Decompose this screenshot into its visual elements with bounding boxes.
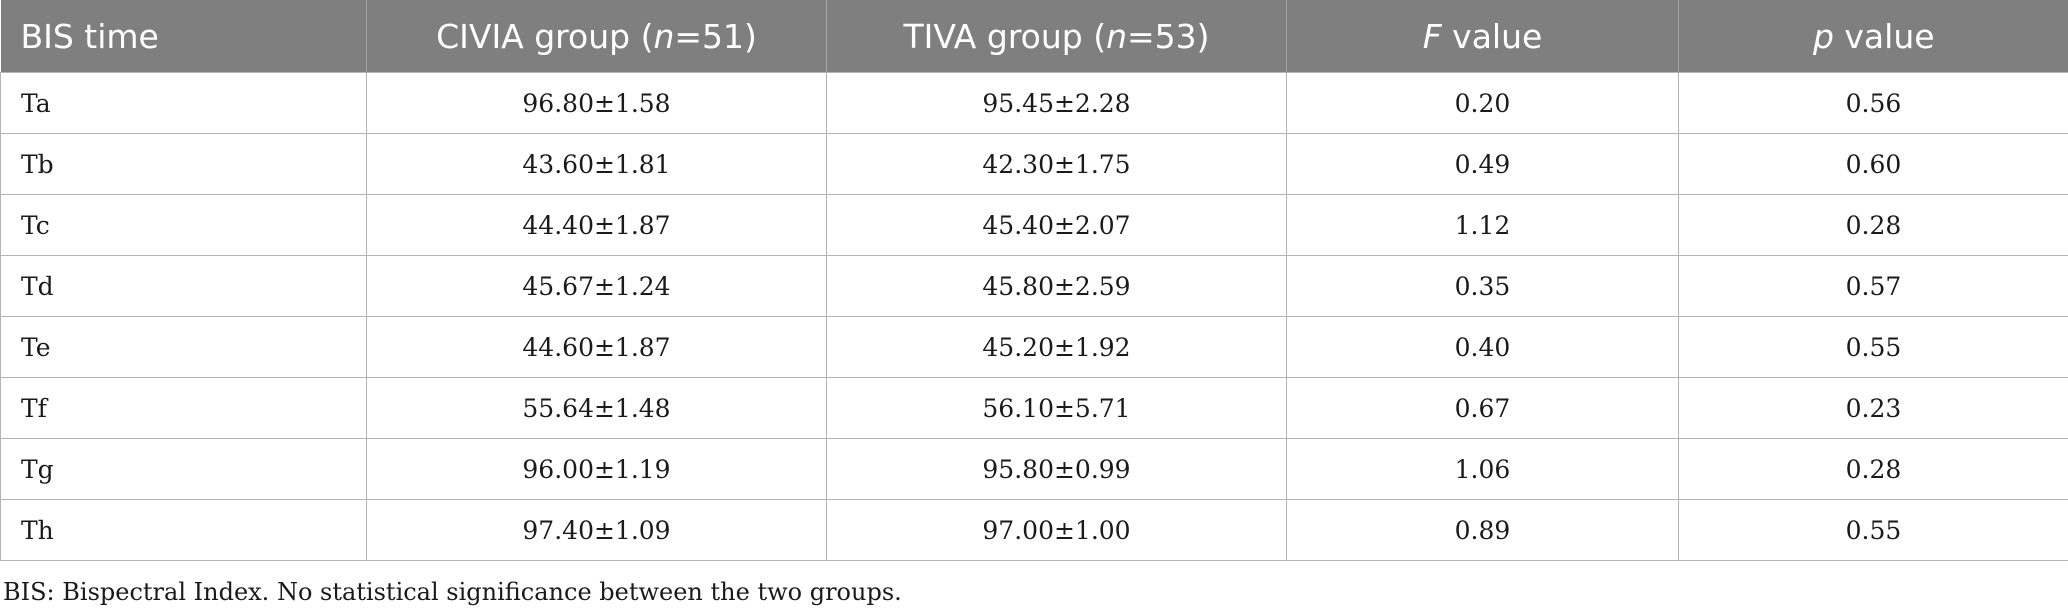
cell-bis-time: Tg: [0, 438, 367, 500]
header-p-value: p value: [1678, 0, 2068, 73]
table-footnote: BIS: Bispectral Index. No statistical si…: [3, 578, 902, 606]
cell-f-value: 0.67: [1286, 377, 1679, 439]
data-table-container: BIS time CIVIA group (n=51) TIVA group (…: [0, 0, 2068, 561]
header-row: BIS time CIVIA group (n=51) TIVA group (…: [0, 0, 2068, 73]
cell-bis-time: Td: [0, 255, 367, 317]
cell-p-value: 0.60: [1678, 133, 2068, 195]
cell-tiva: 42.30±1.75: [826, 133, 1287, 195]
cell-f-value: 0.35: [1286, 255, 1679, 317]
cell-bis-time: Th: [0, 499, 367, 561]
table-row: Te 44.60±1.87 45.20±1.92 0.40 0.55: [0, 316, 2068, 378]
table-row: Tf 55.64±1.48 56.10±5.71 0.67 0.23: [0, 377, 2068, 439]
cell-p-value: 0.28: [1678, 438, 2068, 500]
cell-bis-time: Tc: [0, 194, 367, 256]
cell-p-value: 0.55: [1678, 499, 2068, 561]
cell-p-value: 0.23: [1678, 377, 2068, 439]
cell-tiva: 45.20±1.92: [826, 316, 1287, 378]
cell-tiva: 45.40±2.07: [826, 194, 1287, 256]
header-bis-time: BIS time: [0, 0, 367, 73]
cell-f-value: 1.12: [1286, 194, 1679, 256]
table-row: Td 45.67±1.24 45.80±2.59 0.35 0.57: [0, 255, 2068, 317]
cell-civia: 96.00±1.19: [366, 438, 827, 500]
cell-bis-time: Te: [0, 316, 367, 378]
table-row: Th 97.40±1.09 97.00±1.00 0.89 0.55: [0, 499, 2068, 561]
cell-tiva: 56.10±5.71: [826, 377, 1287, 439]
table-row: Ta 96.80±1.58 95.45±2.28 0.20 0.56: [0, 72, 2068, 134]
table-row: Tb 43.60±1.81 42.30±1.75 0.49 0.60: [0, 133, 2068, 195]
cell-f-value: 0.20: [1286, 72, 1679, 134]
cell-civia: 43.60±1.81: [366, 133, 827, 195]
cell-p-value: 0.28: [1678, 194, 2068, 256]
cell-p-value: 0.57: [1678, 255, 2068, 317]
cell-civia: 44.40±1.87: [366, 194, 827, 256]
cell-p-value: 0.56: [1678, 72, 2068, 134]
cell-bis-time: Tb: [0, 133, 367, 195]
cell-tiva: 97.00±1.00: [826, 499, 1287, 561]
cell-civia: 97.40±1.09: [366, 499, 827, 561]
header-tiva-group: TIVA group (n=53): [826, 0, 1287, 73]
header-civia-group: CIVIA group (n=51): [366, 0, 827, 73]
table-row: Tc 44.40±1.87 45.40±2.07 1.12 0.28: [0, 194, 2068, 256]
cell-tiva: 95.45±2.28: [826, 72, 1287, 134]
table-row: Tg 96.00±1.19 95.80±0.99 1.06 0.28: [0, 438, 2068, 500]
cell-civia: 44.60±1.87: [366, 316, 827, 378]
cell-civia: 96.80±1.58: [366, 72, 827, 134]
cell-f-value: 0.49: [1286, 133, 1679, 195]
cell-civia: 45.67±1.24: [366, 255, 827, 317]
cell-civia: 55.64±1.48: [366, 377, 827, 439]
cell-tiva: 45.80±2.59: [826, 255, 1287, 317]
cell-bis-time: Tf: [0, 377, 367, 439]
header-f-value: F value: [1286, 0, 1679, 73]
cell-f-value: 1.06: [1286, 438, 1679, 500]
cell-p-value: 0.55: [1678, 316, 2068, 378]
cell-f-value: 0.40: [1286, 316, 1679, 378]
cell-tiva: 95.80±0.99: [826, 438, 1287, 500]
cell-f-value: 0.89: [1286, 499, 1679, 561]
cell-bis-time: Ta: [0, 72, 367, 134]
bis-comparison-table: BIS time CIVIA group (n=51) TIVA group (…: [0, 0, 2068, 561]
